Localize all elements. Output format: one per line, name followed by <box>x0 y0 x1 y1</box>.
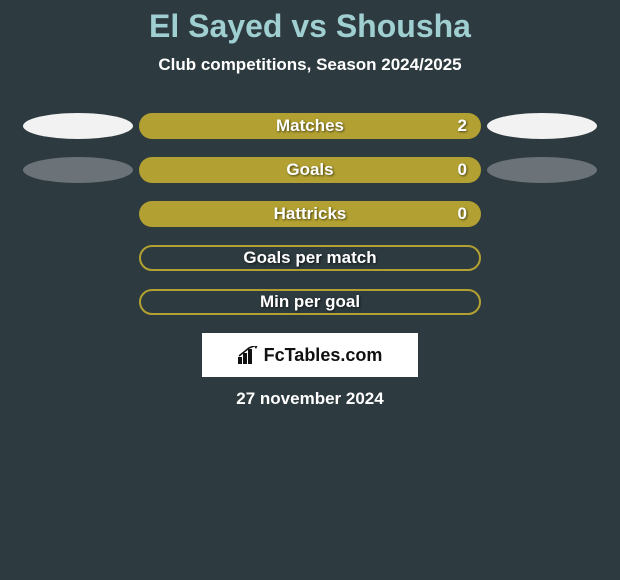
stat-right-value: 2 <box>458 116 467 136</box>
stat-row: Min per goal <box>0 289 620 315</box>
stat-right-value: 0 <box>458 204 467 224</box>
stat-bar: Goals 0 <box>139 157 481 183</box>
stat-bar: Matches 2 <box>139 113 481 139</box>
stat-bar: Hattricks 0 <box>139 201 481 227</box>
stat-row: Matches 2 <box>0 113 620 139</box>
page-title: El Sayed vs Shousha <box>0 8 620 45</box>
stats-list: Matches 2 Goals 0 Hattricks 0 Goals per match M… <box>0 113 620 315</box>
stat-label: Hattricks <box>274 204 347 224</box>
stat-label: Matches <box>276 116 344 136</box>
left-ellipse <box>23 157 133 183</box>
chart-icon <box>238 346 260 364</box>
right-ellipse <box>487 157 597 183</box>
stat-right-value: 0 <box>458 160 467 180</box>
stat-bar: Min per goal <box>139 289 481 315</box>
comparison-widget: El Sayed vs Shousha Club competitions, S… <box>0 0 620 409</box>
date-text: 27 november 2024 <box>0 389 620 409</box>
subtitle: Club competitions, Season 2024/2025 <box>0 55 620 75</box>
stat-row: Goals 0 <box>0 157 620 183</box>
stat-row: Hattricks 0 <box>0 201 620 227</box>
left-ellipse <box>23 113 133 139</box>
stat-bar: Goals per match <box>139 245 481 271</box>
logo-inner: FcTables.com <box>238 345 383 366</box>
stat-label: Goals per match <box>243 248 376 268</box>
stat-label: Goals <box>286 160 333 180</box>
stat-row: Goals per match <box>0 245 620 271</box>
stat-label: Min per goal <box>260 292 360 312</box>
logo-text: FcTables.com <box>264 345 383 366</box>
logo-box[interactable]: FcTables.com <box>202 333 418 377</box>
right-ellipse <box>487 113 597 139</box>
